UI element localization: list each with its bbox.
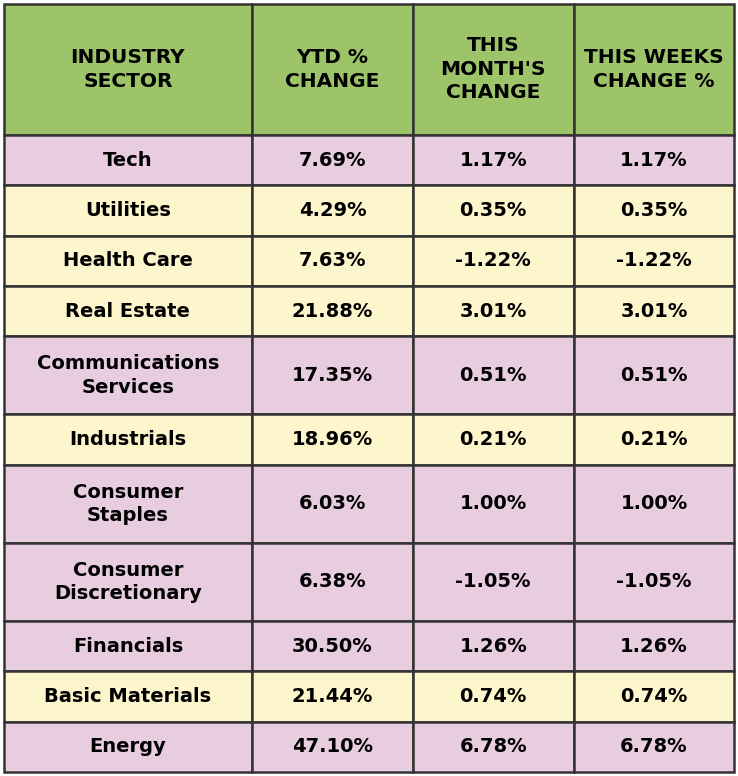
Text: Communications
Services: Communications Services bbox=[37, 354, 219, 397]
Text: 47.10%: 47.10% bbox=[292, 737, 373, 757]
Bar bbox=[4, 671, 252, 722]
Bar bbox=[413, 4, 573, 135]
Text: 6.78%: 6.78% bbox=[620, 737, 688, 757]
Text: 6.03%: 6.03% bbox=[299, 494, 366, 514]
Text: INDUSTRY
SECTOR: INDUSTRY SECTOR bbox=[71, 48, 185, 91]
Bar bbox=[252, 543, 413, 621]
Bar bbox=[413, 671, 573, 722]
Bar bbox=[413, 465, 573, 543]
Text: 0.51%: 0.51% bbox=[620, 366, 688, 385]
Text: 3.01%: 3.01% bbox=[620, 302, 688, 320]
Bar bbox=[252, 135, 413, 185]
Bar bbox=[573, 621, 734, 671]
Bar bbox=[252, 185, 413, 236]
Bar bbox=[4, 185, 252, 236]
Bar bbox=[413, 543, 573, 621]
Bar bbox=[252, 465, 413, 543]
Bar bbox=[573, 236, 734, 286]
Text: 6.78%: 6.78% bbox=[459, 737, 527, 757]
Bar bbox=[4, 465, 252, 543]
Bar bbox=[4, 236, 252, 286]
Bar bbox=[413, 336, 573, 414]
Text: 6.38%: 6.38% bbox=[299, 573, 366, 591]
Bar bbox=[4, 286, 252, 336]
Bar bbox=[573, 543, 734, 621]
Text: Health Care: Health Care bbox=[63, 251, 193, 270]
Text: YTD %
CHANGE: YTD % CHANGE bbox=[286, 48, 379, 91]
Text: 0.35%: 0.35% bbox=[620, 201, 688, 220]
Text: Financials: Financials bbox=[73, 636, 183, 656]
Bar bbox=[573, 286, 734, 336]
Bar bbox=[573, 671, 734, 722]
Bar bbox=[4, 4, 252, 135]
Text: 0.21%: 0.21% bbox=[460, 430, 527, 449]
Text: -1.05%: -1.05% bbox=[455, 573, 531, 591]
Bar bbox=[252, 286, 413, 336]
Bar bbox=[573, 465, 734, 543]
Text: 30.50%: 30.50% bbox=[292, 636, 373, 656]
Text: 1.00%: 1.00% bbox=[621, 494, 688, 514]
Bar bbox=[573, 4, 734, 135]
Bar bbox=[4, 722, 252, 772]
Text: 18.96%: 18.96% bbox=[292, 430, 373, 449]
Bar bbox=[413, 236, 573, 286]
Text: Basic Materials: Basic Materials bbox=[44, 687, 212, 706]
Bar bbox=[252, 414, 413, 465]
Text: 0.74%: 0.74% bbox=[460, 687, 527, 706]
Text: 4.29%: 4.29% bbox=[299, 201, 366, 220]
Bar bbox=[4, 621, 252, 671]
Text: 1.26%: 1.26% bbox=[620, 636, 688, 656]
Text: 1.17%: 1.17% bbox=[459, 151, 527, 169]
Text: 0.51%: 0.51% bbox=[460, 366, 527, 385]
Bar bbox=[573, 722, 734, 772]
Text: 3.01%: 3.01% bbox=[460, 302, 527, 320]
Text: Utilities: Utilities bbox=[85, 201, 170, 220]
Text: Consumer
Discretionary: Consumer Discretionary bbox=[54, 561, 201, 603]
Bar bbox=[413, 621, 573, 671]
Bar bbox=[573, 185, 734, 236]
Text: -1.22%: -1.22% bbox=[616, 251, 692, 270]
Text: 7.63%: 7.63% bbox=[299, 251, 366, 270]
Text: THIS
MONTH'S
CHANGE: THIS MONTH'S CHANGE bbox=[441, 36, 546, 102]
Bar bbox=[252, 236, 413, 286]
Text: 21.44%: 21.44% bbox=[292, 687, 373, 706]
Text: 1.17%: 1.17% bbox=[620, 151, 688, 169]
Text: -1.05%: -1.05% bbox=[616, 573, 692, 591]
Text: Energy: Energy bbox=[89, 737, 166, 757]
Bar bbox=[573, 336, 734, 414]
Bar bbox=[413, 185, 573, 236]
Bar bbox=[252, 4, 413, 135]
Bar bbox=[573, 414, 734, 465]
Text: 1.00%: 1.00% bbox=[460, 494, 527, 514]
Text: 1.26%: 1.26% bbox=[459, 636, 527, 656]
Bar bbox=[252, 336, 413, 414]
Text: 7.69%: 7.69% bbox=[299, 151, 366, 169]
Text: Real Estate: Real Estate bbox=[66, 302, 190, 320]
Text: 0.74%: 0.74% bbox=[620, 687, 688, 706]
Text: -1.22%: -1.22% bbox=[455, 251, 531, 270]
Bar bbox=[4, 543, 252, 621]
Bar bbox=[4, 414, 252, 465]
Text: 17.35%: 17.35% bbox=[292, 366, 373, 385]
Bar bbox=[413, 414, 573, 465]
Bar bbox=[573, 135, 734, 185]
Bar bbox=[413, 135, 573, 185]
Bar bbox=[252, 722, 413, 772]
Bar bbox=[252, 671, 413, 722]
Bar bbox=[4, 336, 252, 414]
Text: 21.88%: 21.88% bbox=[292, 302, 373, 320]
Text: Industrials: Industrials bbox=[69, 430, 187, 449]
Bar bbox=[413, 722, 573, 772]
Bar bbox=[4, 135, 252, 185]
Bar bbox=[252, 621, 413, 671]
Text: 0.35%: 0.35% bbox=[460, 201, 527, 220]
Text: 0.21%: 0.21% bbox=[620, 430, 688, 449]
Bar bbox=[413, 286, 573, 336]
Text: THIS WEEKS
CHANGE %: THIS WEEKS CHANGE % bbox=[584, 48, 724, 91]
Text: Consumer
Staples: Consumer Staples bbox=[73, 483, 183, 525]
Text: Tech: Tech bbox=[103, 151, 153, 169]
